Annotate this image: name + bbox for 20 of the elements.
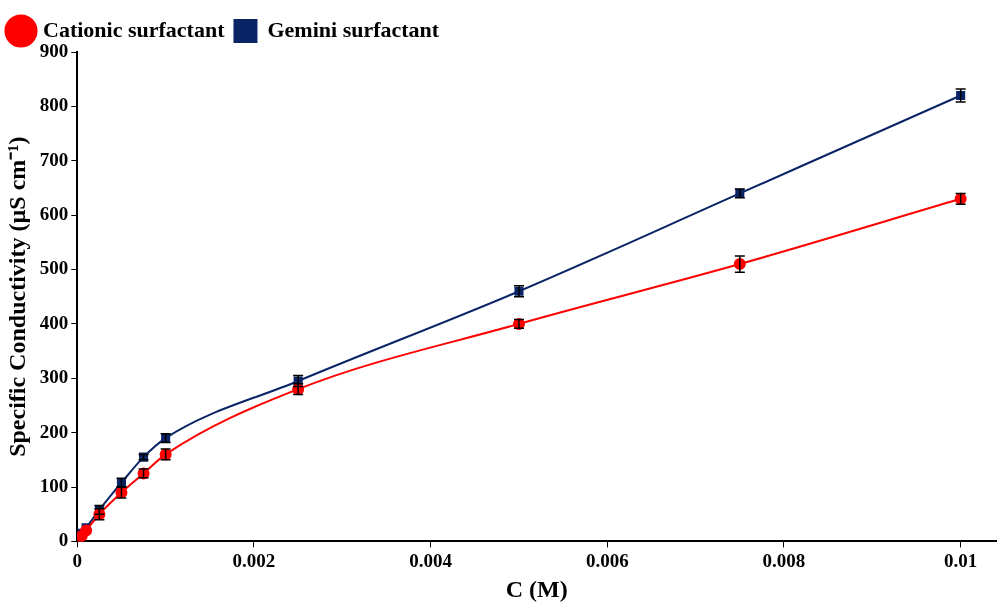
y-tick-label: 700 (39, 148, 69, 170)
x-tick-label: 0.01 (944, 549, 978, 571)
y-tick-label: 500 (39, 257, 69, 279)
x-tick-label: 0.002 (232, 549, 276, 571)
y-tick-label: 900 (39, 39, 69, 61)
y-tick-label: 200 (39, 420, 69, 442)
x-axis-title: C (M) (505, 575, 568, 602)
x-tick-label: 0 (72, 549, 83, 571)
y-tick-label: 400 (39, 311, 69, 333)
y-tick-label: 300 (39, 366, 69, 388)
y-tick-label: 0 (58, 529, 69, 551)
x-tick-label: 0.008 (762, 549, 806, 571)
legend-label: Gemini surfactant (267, 16, 440, 42)
x-tick-label: 0.004 (409, 549, 453, 571)
y-tick-label: 600 (39, 203, 69, 225)
legend-label: Cationic surfactant (43, 16, 226, 42)
y-tick-label: 800 (39, 94, 69, 116)
y-axis-title: Specific Conductivity (µS cm⁻¹) (3, 136, 30, 457)
x-tick-label: 0.006 (585, 549, 629, 571)
y-tick-label: 100 (39, 474, 69, 496)
